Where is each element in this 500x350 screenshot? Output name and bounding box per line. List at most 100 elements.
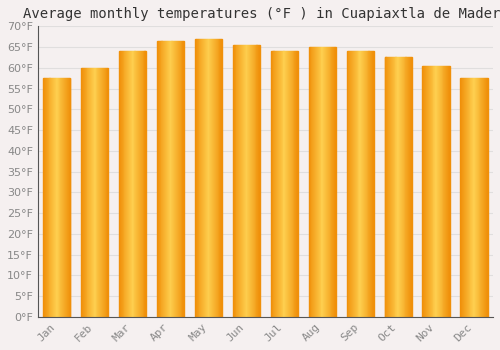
Bar <box>121 51 122 317</box>
Bar <box>174 41 175 317</box>
Bar <box>272 51 274 317</box>
Bar <box>45 78 46 317</box>
Bar <box>399 57 400 317</box>
Bar <box>102 68 103 317</box>
Bar <box>322 47 324 317</box>
Bar <box>366 51 368 317</box>
Bar <box>474 78 475 317</box>
Bar <box>476 78 477 317</box>
Bar <box>292 51 294 317</box>
Bar <box>53 78 54 317</box>
Bar <box>176 41 177 317</box>
Bar <box>179 41 180 317</box>
Bar <box>213 39 214 317</box>
Bar <box>472 78 473 317</box>
Bar <box>308 47 310 317</box>
Bar <box>104 68 106 317</box>
Bar <box>389 57 390 317</box>
Bar <box>60 78 62 317</box>
Bar <box>353 51 354 317</box>
Bar <box>290 51 291 317</box>
Bar <box>288 51 289 317</box>
Bar <box>124 51 126 317</box>
Bar <box>466 78 467 317</box>
Bar <box>368 51 370 317</box>
Bar <box>201 39 202 317</box>
Bar <box>47 78 48 317</box>
Bar <box>355 51 356 317</box>
Bar <box>327 47 328 317</box>
Bar <box>315 47 316 317</box>
Bar <box>140 51 141 317</box>
Bar <box>46 78 47 317</box>
Bar <box>487 78 488 317</box>
Bar <box>437 66 438 317</box>
Bar <box>242 45 243 317</box>
Bar <box>447 66 448 317</box>
Bar <box>90 68 91 317</box>
Bar <box>81 68 82 317</box>
Bar <box>129 51 130 317</box>
Bar <box>294 51 296 317</box>
Bar <box>464 78 465 317</box>
Bar <box>131 51 132 317</box>
Bar <box>346 51 348 317</box>
Bar <box>482 78 483 317</box>
Bar <box>88 68 90 317</box>
Bar <box>233 45 234 317</box>
Bar <box>246 45 248 317</box>
Bar <box>177 41 178 317</box>
Bar <box>216 39 218 317</box>
Bar <box>249 45 250 317</box>
Bar <box>276 51 277 317</box>
Bar <box>144 51 146 317</box>
Bar <box>208 39 210 317</box>
Bar <box>475 78 476 317</box>
Bar <box>175 41 176 317</box>
Bar <box>325 47 326 317</box>
Bar <box>168 41 169 317</box>
Bar <box>468 78 469 317</box>
Bar <box>384 57 386 317</box>
Bar <box>401 57 402 317</box>
Bar <box>408 57 409 317</box>
Bar <box>286 51 287 317</box>
Bar <box>270 51 272 317</box>
Bar <box>48 78 50 317</box>
Bar <box>126 51 127 317</box>
Bar <box>435 66 436 317</box>
Bar <box>365 51 366 317</box>
Bar <box>248 45 249 317</box>
Bar <box>159 41 160 317</box>
Bar <box>166 41 167 317</box>
Bar <box>196 39 198 317</box>
Bar <box>480 78 482 317</box>
Bar <box>252 45 253 317</box>
Bar <box>82 68 83 317</box>
Bar <box>323 47 324 317</box>
Bar <box>351 51 352 317</box>
Bar <box>83 68 84 317</box>
Bar <box>52 78 53 317</box>
Bar <box>243 45 244 317</box>
Bar <box>203 39 204 317</box>
Bar <box>440 66 442 317</box>
Bar <box>236 45 238 317</box>
Bar <box>66 78 67 317</box>
Bar <box>138 51 139 317</box>
Bar <box>178 41 179 317</box>
Bar <box>96 68 98 317</box>
Bar <box>334 47 335 317</box>
Bar <box>361 51 362 317</box>
Bar <box>244 45 246 317</box>
Bar <box>398 57 399 317</box>
Bar <box>400 57 401 317</box>
Bar <box>358 51 360 317</box>
Bar <box>467 78 468 317</box>
Bar <box>403 57 404 317</box>
Bar <box>473 78 474 317</box>
Bar <box>422 66 424 317</box>
Bar <box>164 41 165 317</box>
Bar <box>139 51 140 317</box>
Bar <box>62 78 63 317</box>
